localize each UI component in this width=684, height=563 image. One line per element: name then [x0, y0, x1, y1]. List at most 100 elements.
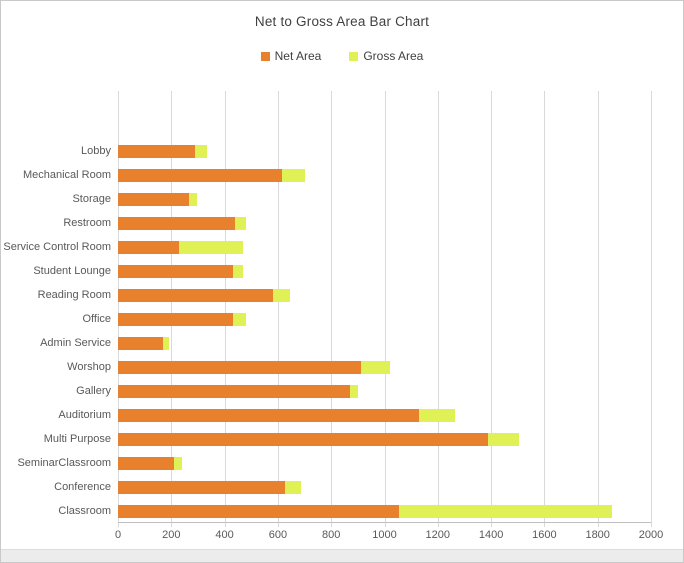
legend-label: Net Area [274, 49, 322, 63]
axis-tick [331, 523, 333, 527]
gross-area-segment [488, 432, 520, 446]
net-area-segment [118, 432, 489, 446]
net-area-segment [118, 216, 236, 230]
x-axis-line [118, 522, 651, 523]
stacked-bar [118, 168, 651, 182]
legend-label: Gross Area [363, 49, 424, 63]
category-label: Mechanical Room [22, 169, 111, 181]
x-axis-tick-label: 1800 [585, 529, 610, 541]
stacked-bar [118, 288, 651, 302]
category-labels: Lobby Mechanical Room Storage Restroom Servi… [1, 139, 111, 523]
bar-row [118, 211, 651, 235]
gross-area-segment [360, 360, 390, 374]
net-area-segment [118, 312, 233, 326]
stacked-bar [118, 384, 651, 398]
net-area-segment [118, 240, 180, 254]
bar-row [118, 355, 651, 379]
x-axis-tick-label: 0 [114, 529, 122, 541]
legend-item: Net Area [260, 49, 322, 63]
gross-area-segment [419, 408, 456, 422]
gridline [118, 91, 119, 523]
gridline [331, 91, 333, 523]
gridline [544, 91, 546, 523]
legend-swatch-icon [349, 51, 359, 61]
stacked-bar [118, 264, 651, 278]
category-label: Classroom [58, 505, 111, 517]
gridline [651, 91, 652, 523]
category-label: SeminarClassroom [17, 457, 111, 469]
stacked-bar [118, 336, 651, 350]
net-area-segment [118, 168, 282, 182]
axis-tick [118, 523, 119, 527]
net-area-segment [118, 384, 350, 398]
stacked-bar [118, 360, 651, 374]
category-label: Reading Room [37, 289, 111, 301]
axis-tick [597, 523, 599, 527]
bar-row [118, 139, 651, 163]
stacked-bar [118, 504, 651, 518]
x-axis-tick-label: 400 [215, 529, 234, 541]
net-area-segment [118, 360, 361, 374]
x-axis-tick-label: 200 [162, 529, 181, 541]
gross-area-segment [163, 336, 169, 350]
x-axis-tick-label: 1200 [425, 529, 451, 541]
stacked-bar [118, 144, 651, 158]
gross-area-segment [173, 456, 182, 470]
bar-row [118, 427, 651, 451]
stacked-bar [118, 216, 651, 230]
axis-tick [651, 523, 652, 527]
bar-row [118, 187, 651, 211]
gridline [437, 91, 439, 523]
gross-area-segment [235, 216, 246, 230]
x-axis-tick-label: 1400 [478, 529, 504, 541]
gross-area-segment [284, 480, 301, 494]
axis-tick [491, 523, 493, 527]
gross-area-segment [232, 264, 244, 278]
net-area-segment [118, 480, 285, 494]
gross-area-segment [399, 504, 613, 518]
bar-row [118, 499, 651, 523]
axis-tick [384, 523, 386, 527]
gridline [224, 91, 226, 523]
net-area-segment [118, 264, 233, 278]
gridline [171, 91, 173, 523]
x-axis-tick-label: 2000 [638, 529, 664, 541]
category-label: Lobby [81, 145, 111, 157]
x-axis-tick-label: 800 [322, 529, 341, 541]
gross-area-segment [349, 384, 358, 398]
axis-tick [171, 523, 173, 527]
net-area-segment [118, 456, 174, 470]
bar-row [118, 379, 651, 403]
bar-row [118, 475, 651, 499]
bar-row [118, 259, 651, 283]
axis-tick [544, 523, 546, 527]
gross-area-segment [179, 240, 244, 254]
legend-swatch-icon [260, 51, 270, 61]
axis-tick [437, 523, 439, 527]
stacked-bar [118, 408, 651, 422]
gross-area-segment [281, 168, 305, 182]
category-label: Storage [72, 193, 111, 205]
stacked-bar [118, 312, 651, 326]
bar-row [118, 235, 651, 259]
x-axis-tick-label: 600 [268, 529, 288, 541]
net-area-segment [118, 336, 164, 350]
gridline [277, 91, 279, 523]
bar-row [118, 163, 651, 187]
net-area-segment [118, 408, 420, 422]
axis-tick [277, 523, 279, 527]
x-axis-tick-label: 1600 [532, 529, 557, 541]
category-label: Office [82, 313, 111, 325]
plot-area [118, 91, 652, 527]
category-label: Student Lounge [33, 265, 111, 277]
net-area-segment [118, 144, 196, 158]
gridline [491, 91, 493, 523]
chart-title: Net to Gross Area Bar Chart [254, 14, 430, 29]
net-area-segment [118, 288, 273, 302]
category-label: Multi Purpose [43, 433, 111, 445]
gridline [597, 91, 599, 523]
bar-row [118, 403, 651, 427]
stacked-bar [118, 456, 651, 470]
bar-row [118, 331, 651, 355]
